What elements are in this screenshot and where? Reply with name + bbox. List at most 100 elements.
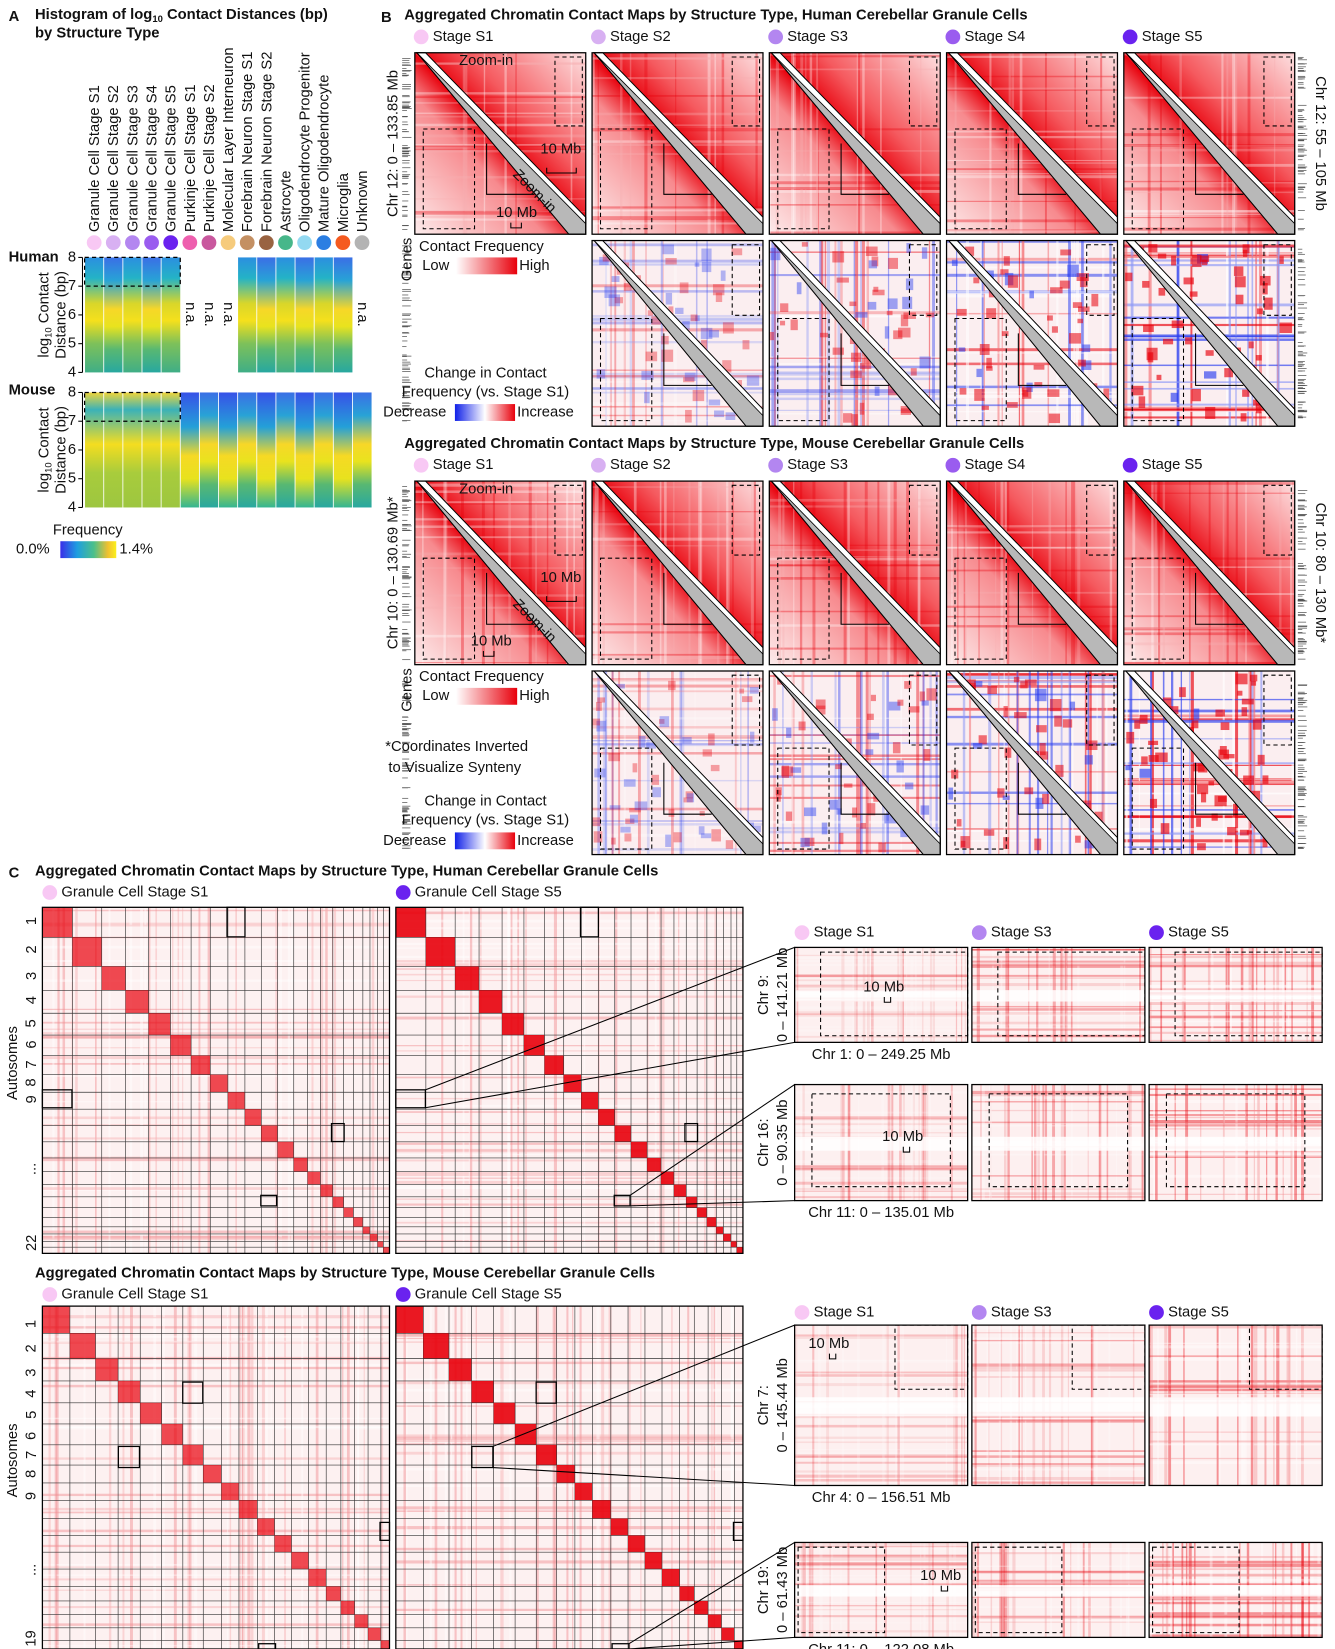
texture	[972, 1481, 1145, 1483]
chromosome-block	[731, 1241, 737, 1247]
stage-dot	[945, 458, 960, 473]
histogram-column	[180, 392, 199, 507]
texture	[1206, 350, 1214, 356]
texture	[1149, 985, 1322, 988]
texture	[769, 734, 940, 735]
texture	[1247, 241, 1249, 427]
texture	[1047, 671, 1048, 855]
texture	[1149, 1616, 1322, 1618]
texture	[612, 671, 614, 855]
chromosome-block	[708, 1615, 721, 1628]
texture	[1139, 769, 1150, 778]
texture	[851, 353, 861, 362]
chromosome-label: 7	[24, 1060, 40, 1068]
texture	[1221, 722, 1230, 730]
texture	[701, 328, 713, 339]
chromosome-block	[449, 1359, 472, 1381]
texture	[852, 807, 857, 817]
texture	[652, 787, 661, 797]
label-part: Contact	[36, 272, 52, 327]
legend-title: Contact Frequency	[419, 669, 544, 685]
chromosome-block	[647, 1158, 661, 1172]
histogram-column	[142, 392, 161, 507]
texture	[660, 481, 662, 665]
texture	[415, 96, 586, 98]
texture	[1181, 671, 1182, 855]
axis-label: Autosomes	[5, 1026, 21, 1100]
texture	[1251, 681, 1256, 686]
texture	[829, 800, 838, 810]
texture	[553, 1306, 555, 1649]
texture	[42, 1564, 389, 1566]
chromosome-label: 6	[24, 1432, 40, 1440]
cell-type-label: Microglia	[336, 172, 352, 232]
texture	[605, 241, 607, 427]
legend-max: 1.4%	[119, 542, 153, 558]
texture	[476, 1306, 477, 1649]
legend-title: Change in Contact	[424, 794, 546, 810]
texture	[1149, 1579, 1322, 1582]
texture	[592, 153, 763, 155]
texture	[795, 1165, 968, 1167]
texture	[634, 481, 637, 665]
texture	[976, 369, 981, 377]
texture	[57, 907, 59, 1253]
texture	[592, 737, 763, 739]
texture	[1149, 1326, 1322, 1329]
stage-label: Stage S3	[991, 1304, 1052, 1320]
texture	[861, 823, 866, 829]
texture	[403, 1306, 406, 1649]
texture	[592, 373, 763, 375]
texture	[1149, 1583, 1322, 1585]
texture	[451, 1306, 452, 1649]
stage-dot	[396, 1287, 411, 1302]
cell-type-label: Granule Cell Stage S5	[164, 85, 180, 232]
texture	[608, 241, 610, 427]
chromosome-block	[321, 1185, 333, 1197]
legend-bar	[455, 404, 515, 421]
texture	[795, 1602, 968, 1603]
chromosome-block	[615, 1126, 631, 1142]
texture	[989, 53, 991, 234]
chromosome-block	[292, 1552, 309, 1569]
texture	[1124, 662, 1295, 664]
texture	[972, 1573, 1145, 1574]
texture	[1229, 241, 1231, 427]
chromosome-label: 4	[24, 1390, 40, 1398]
texture	[708, 733, 715, 745]
texture	[155, 907, 157, 1253]
texture	[872, 290, 884, 296]
texture	[896, 760, 903, 772]
texture	[795, 1116, 968, 1119]
texture	[795, 964, 968, 966]
gap-band	[1149, 1397, 1322, 1416]
texture	[42, 1158, 389, 1161]
texture	[1235, 276, 1246, 287]
chromosome-block	[118, 1381, 140, 1403]
texture	[1149, 1574, 1322, 1577]
texture	[644, 392, 650, 403]
section-title: Aggregated Chromatin Contact Maps by Str…	[404, 436, 1024, 452]
texture	[1077, 319, 1083, 323]
texture	[871, 695, 876, 701]
texture	[42, 1063, 389, 1065]
texture	[592, 57, 763, 60]
gap-band	[972, 1137, 1145, 1151]
texture	[1148, 352, 1154, 362]
texture	[1232, 53, 1235, 234]
texture	[1011, 53, 1014, 234]
axis-label: Chr 9:	[756, 975, 772, 1015]
texture	[816, 53, 818, 234]
histogram-column	[314, 392, 333, 507]
axis-label: Chr 1: 0 – 249.25 Mb	[812, 1047, 951, 1063]
texture	[982, 406, 989, 410]
chromosome-label: 5	[24, 1019, 40, 1027]
histogram-column	[333, 257, 352, 372]
texture	[1149, 1556, 1322, 1558]
texture	[1214, 795, 1226, 806]
texture	[42, 1047, 389, 1048]
cell-type-dot	[240, 235, 255, 250]
texture	[972, 1192, 1145, 1195]
texture	[769, 232, 940, 234]
texture	[535, 481, 537, 665]
